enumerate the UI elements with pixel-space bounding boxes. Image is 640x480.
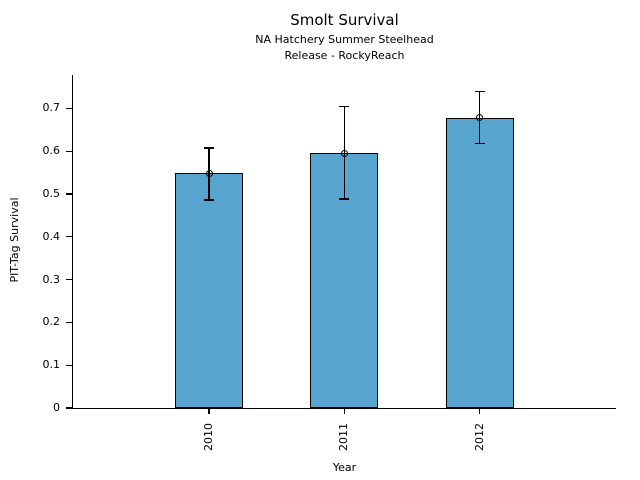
y-tick — [65, 364, 72, 366]
y-tick-label: 0 — [53, 401, 60, 414]
mean-marker — [476, 114, 484, 122]
x-tick-label: 2010 — [202, 423, 215, 451]
x-tick-label: 2011 — [337, 423, 351, 451]
y-tick — [65, 236, 72, 238]
y-tick-label: 0.4 — [42, 229, 61, 243]
y-tick-label: 0.5 — [42, 187, 61, 200]
mean-marker — [205, 169, 213, 177]
x-tick-label: 2012 — [472, 423, 486, 451]
y-tick — [65, 278, 72, 281]
y-tick-label: 0.3 — [42, 272, 61, 286]
y-tick-label: 0.2 — [42, 315, 61, 329]
y-tick — [65, 407, 72, 409]
bar-2010 — [175, 173, 243, 408]
bar-2012 — [445, 117, 514, 408]
y-tick — [65, 107, 72, 110]
y-tick-label: 0.1 — [42, 358, 61, 372]
y-axis-line — [71, 75, 73, 410]
x-tick — [343, 408, 345, 414]
error-bar-cap-bottom — [204, 199, 214, 201]
y-tick — [65, 321, 72, 324]
y-tick-label: 0.7 — [42, 101, 61, 115]
chart-subtitle-line2: Release - RockyReach — [284, 49, 405, 62]
mean-marker — [340, 149, 348, 157]
x-tick — [478, 408, 481, 414]
y-tick-label: 0.6 — [42, 144, 61, 158]
y-tick — [65, 193, 72, 195]
x-tick — [208, 408, 210, 414]
x-axis-label: Year — [332, 461, 357, 474]
chart-subtitle-line1: NA Hatchery Summer Steelhead — [255, 33, 434, 46]
chart-title: Smolt Survival — [290, 11, 399, 29]
error-bar-cap-top — [339, 105, 350, 108]
error-bar-cap-bottom — [474, 142, 485, 145]
error-bar-cap-bottom — [339, 198, 350, 200]
y-tick — [65, 150, 72, 152]
error-bar-cap-top — [474, 90, 485, 93]
error-bar-cap-top — [204, 147, 214, 149]
